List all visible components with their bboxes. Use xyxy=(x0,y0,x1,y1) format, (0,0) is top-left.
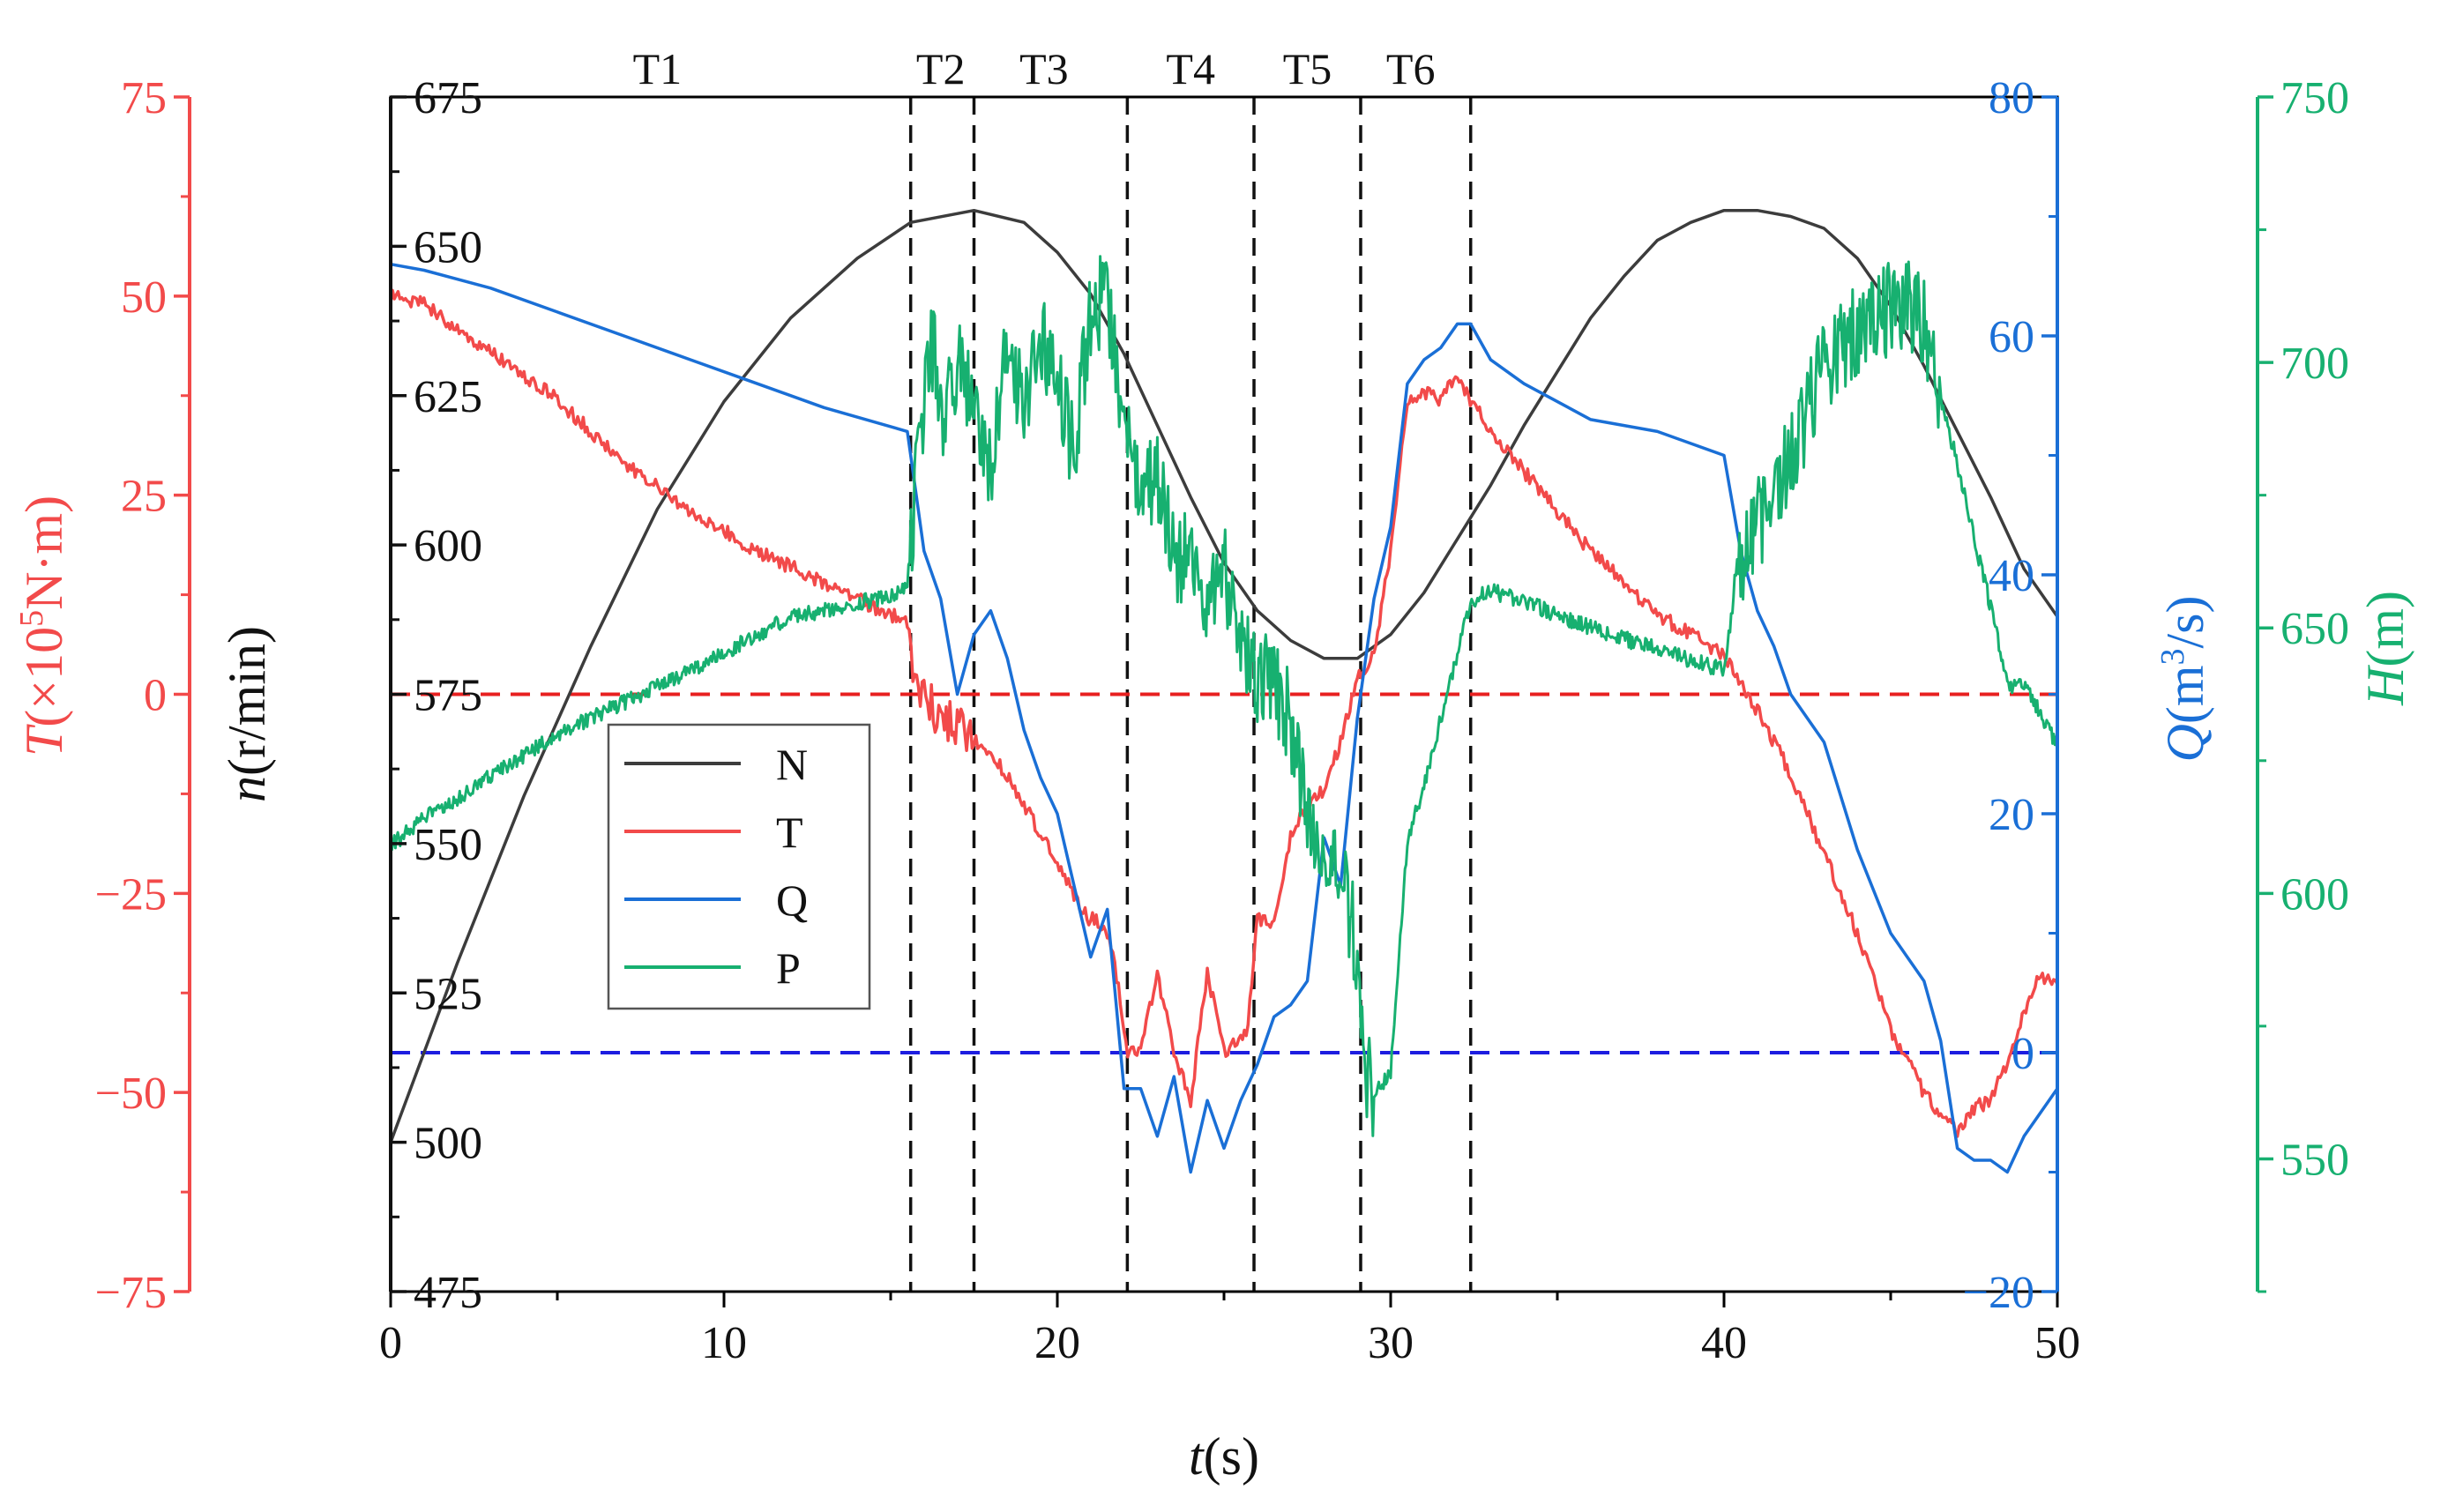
y-tick-label-q: 60 xyxy=(1989,312,2034,362)
x-axis-label: t(s) xyxy=(1189,1427,1259,1486)
y-axis-label-h: H(m) xyxy=(2356,591,2414,706)
stage-label-t4: T4 xyxy=(1166,44,1215,93)
series-line-q xyxy=(390,262,2059,1174)
y-tick-label-q: 80 xyxy=(1989,73,2034,123)
y-tick-label-q: −20 xyxy=(1963,1268,2034,1318)
y-axis-label-q: Q(m3/s) xyxy=(2154,596,2214,763)
y-tick-label-h: 650 xyxy=(2280,604,2349,654)
y-axis-label-t: T(×105N·m) xyxy=(13,495,73,756)
axis-label-layer: t(s) T(×105N·m) n(r/min) Q(m3/s) H(m) xyxy=(13,495,2414,1486)
stage-label-t3: T3 xyxy=(1019,44,1069,93)
y-tick-label-q: 40 xyxy=(1989,551,2034,601)
axes-layer: 0 10 20 30 40 50 −75 −50 −25 0 25 50 75 475 500 525 550 5… xyxy=(95,73,2349,1368)
y-tick-label-h: 600 xyxy=(2280,869,2349,920)
y-axis-label-n: n(r/min) xyxy=(218,626,276,802)
y-tick-label-h: 550 xyxy=(2280,1135,2349,1185)
stage-divider-layer: T1 T2 T3 T4 T5 T6 xyxy=(633,44,1473,1292)
series-line-p xyxy=(390,255,2059,1137)
legend-label-t: T xyxy=(776,808,803,857)
y-tick-label-h: 700 xyxy=(2280,339,2349,389)
y-tick-label-n: 575 xyxy=(414,671,482,721)
legend-label-q: Q xyxy=(776,875,808,925)
y-tick-label-n: 675 xyxy=(414,73,482,123)
y-tick-label-n: 475 xyxy=(414,1268,482,1318)
series-layer xyxy=(389,208,2059,1174)
y-tick-label-n: 525 xyxy=(414,969,482,1019)
series-line-n xyxy=(389,208,2059,1143)
x-tick-label: 0 xyxy=(379,1318,402,1368)
x-tick-label: 50 xyxy=(2034,1318,2080,1368)
stage-label-t1: T1 xyxy=(633,44,683,93)
series-line-t xyxy=(389,288,2059,1138)
x-tick-label: 10 xyxy=(701,1318,747,1368)
y-tick-label-t: −75 xyxy=(95,1268,167,1318)
x-tick-label: 20 xyxy=(1034,1318,1080,1368)
y-tick-label-t: −50 xyxy=(95,1069,167,1119)
stage-label-t2: T2 xyxy=(916,44,966,93)
x-tick-label: 40 xyxy=(1701,1318,1747,1368)
reference-line-layer xyxy=(391,692,2057,1054)
legend-label-p: P xyxy=(776,943,801,993)
legend-box xyxy=(607,723,871,1010)
stage-label-t6: T6 xyxy=(1386,44,1436,93)
y-tick-label-n: 500 xyxy=(414,1119,482,1169)
y-tick-label-n: 625 xyxy=(414,372,482,422)
y-tick-label-q: 0 xyxy=(2011,1029,2034,1079)
y-tick-label-t: 50 xyxy=(121,272,167,323)
y-tick-label-n: 550 xyxy=(414,820,482,870)
y-tick-label-h: 750 xyxy=(2280,73,2349,123)
y-tick-label-t: 0 xyxy=(144,671,167,721)
x-tick-label: 30 xyxy=(1368,1318,1414,1368)
stage-label-t5: T5 xyxy=(1283,44,1332,93)
legend-label-n: N xyxy=(776,740,808,789)
y-tick-label-t: 75 xyxy=(121,73,167,123)
y-tick-label-q: 20 xyxy=(1989,790,2034,840)
y-tick-label-t: 25 xyxy=(121,472,167,522)
y-tick-label-n: 600 xyxy=(414,521,482,571)
y-tick-label-n: 650 xyxy=(414,222,482,272)
y-tick-label-t: −25 xyxy=(95,869,167,920)
